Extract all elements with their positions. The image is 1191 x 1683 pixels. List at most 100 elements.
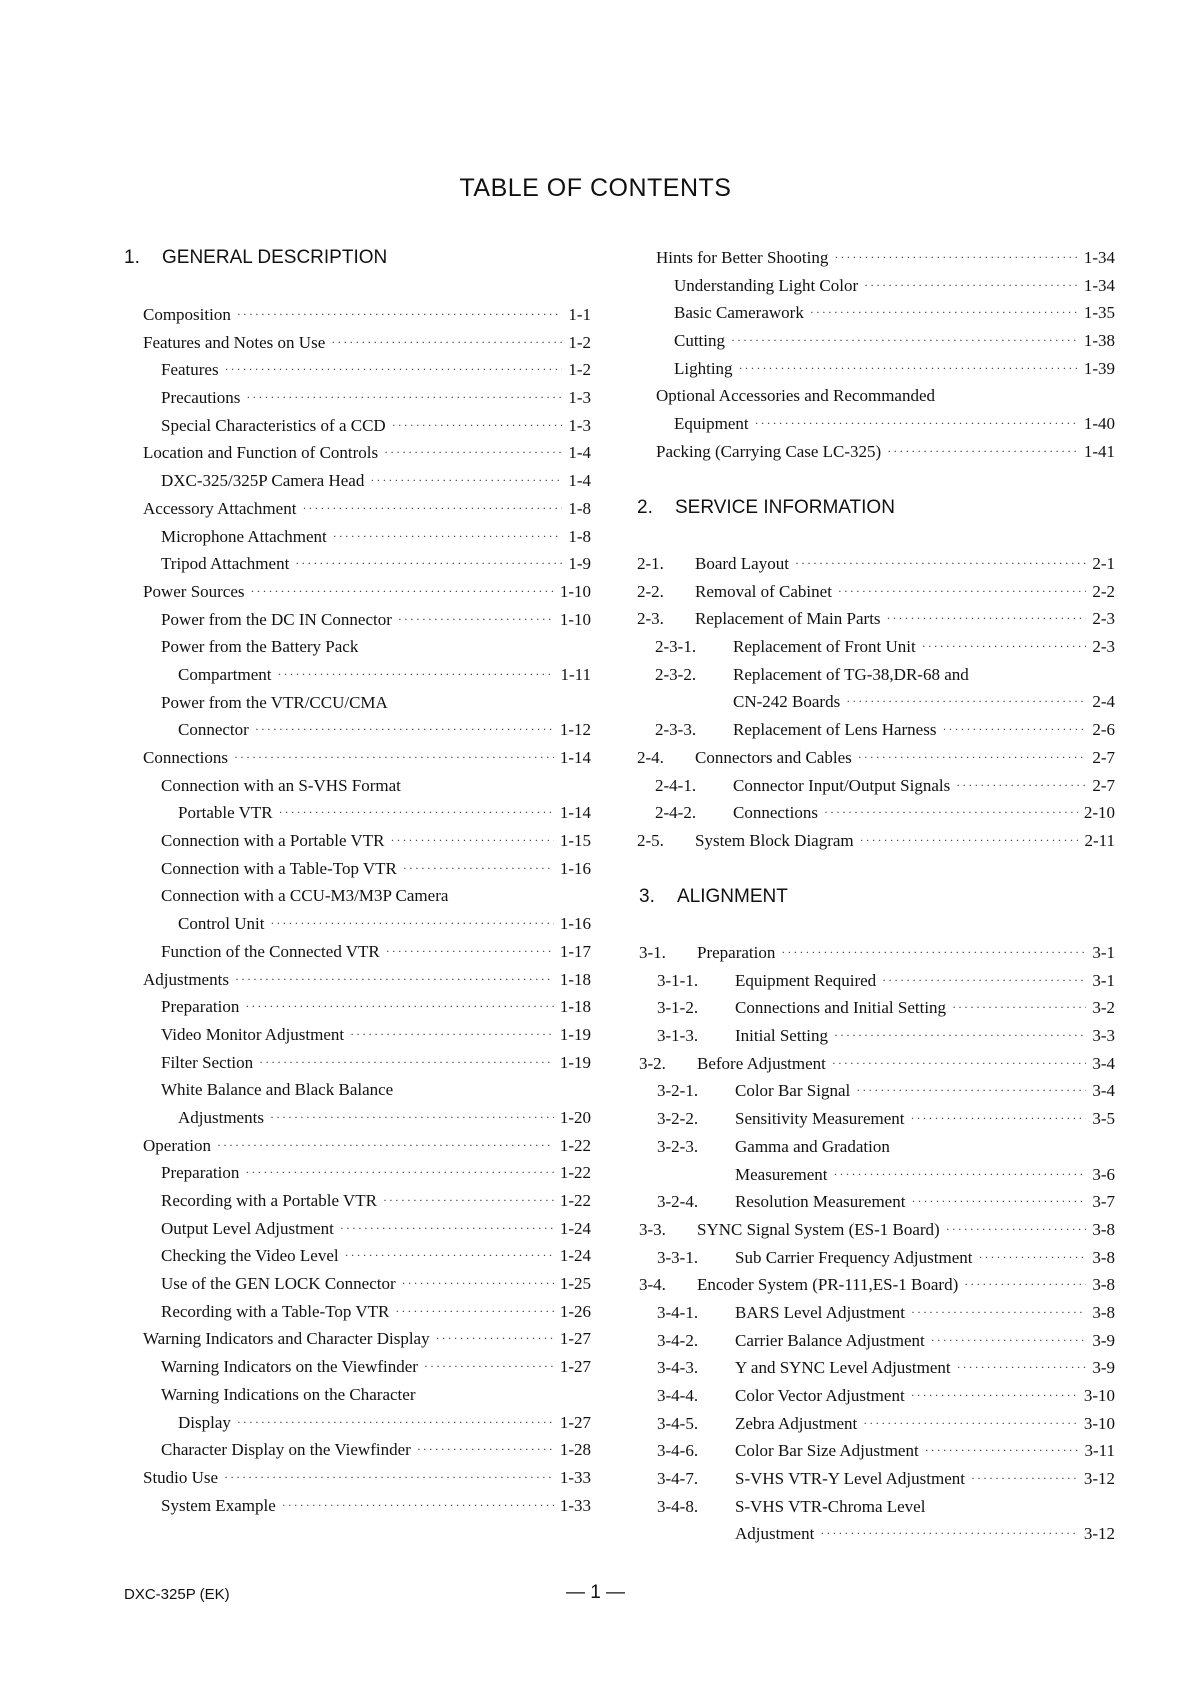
toc-entry[interactable]: Output Level Adjustment 1-24 [143, 1215, 591, 1243]
toc-entry[interactable]: Adjustments 1-18 [143, 966, 591, 994]
toc-entry[interactable]: Understanding Light Color 1-34 [637, 272, 1115, 300]
toc-entry[interactable]: Lighting 1-39 [637, 355, 1115, 383]
toc-entry[interactable]: Operation 1-22 [143, 1132, 591, 1160]
toc-entry[interactable]: 2-3-3. Replacement of Lens Harness 2-6 [637, 716, 1115, 744]
toc-entry[interactable]: 3-1-1. Equipment Required 3-1 [639, 967, 1115, 995]
toc-entry[interactable]: Measurement 3-6 [639, 1161, 1115, 1189]
toc-entry[interactable]: Function of the Connected VTR 1-17 [143, 938, 591, 966]
toc-entry[interactable]: Recording with a Table-Top VTR 1-26 [143, 1298, 591, 1326]
toc-entry[interactable]: Connection with a Table-Top VTR 1-16 [143, 855, 591, 883]
toc-entry[interactable]: 3-4-3. Y and SYNC Level Adjustment 3-9 [639, 1354, 1115, 1382]
toc-entry[interactable]: Filter Section 1-19 [143, 1049, 591, 1077]
toc-entry[interactable]: Precautions 1-3 [143, 384, 591, 412]
toc-entry[interactable]: Composition 1-1 [143, 301, 591, 329]
toc-entry[interactable]: 3-4-2. Carrier Balance Adjustment 3-9 [639, 1327, 1115, 1355]
toc-entry[interactable]: Character Display on the Viewfinder 1-28 [143, 1436, 591, 1464]
toc-entry[interactable]: 3-1-2. Connections and Initial Setting 3-2 [639, 994, 1115, 1022]
toc-entry[interactable]: 3-4. Encoder System (PR-111,ES-1 Board) 3-… [639, 1271, 1115, 1299]
toc-entry[interactable]: 3-1-3. Initial Setting 3-3 [639, 1022, 1115, 1050]
dot-leader [864, 272, 1078, 300]
toc-entry-page: 1-41 [1083, 441, 1115, 461]
toc-entry[interactable]: Accessory Attachment 1-8 [143, 495, 591, 523]
toc-entry[interactable]: Video Monitor Adjustment 1-19 [143, 1021, 591, 1049]
toc-entry[interactable]: 3-4-8. S-VHS VTR-Chroma Level [639, 1493, 1115, 1521]
toc-entry[interactable]: Power from the Battery Pack [143, 633, 591, 661]
toc-entry[interactable]: Special Characteristics of a CCD 1-3 [143, 412, 591, 440]
toc-entry-page: 1-10 [559, 609, 591, 629]
toc-entry[interactable]: Packing (Carrying Case LC-325) 1-41 [637, 438, 1115, 466]
toc-entry[interactable]: 3-2-4. Resolution Measurement 3-7 [639, 1188, 1115, 1216]
toc-entry[interactable]: 3-2-3. Gamma and Gradation [639, 1133, 1115, 1161]
toc-entry[interactable]: System Example 1-33 [143, 1492, 591, 1520]
toc-entry[interactable]: Connection with a CCU-M3/M3P Camera [143, 882, 591, 910]
toc-entry-page: 1-8 [568, 526, 591, 546]
toc-entry[interactable]: Cutting 1-38 [637, 327, 1115, 355]
toc-entry[interactable]: 3-4-7. S-VHS VTR-Y Level Adjustment 3-12 [639, 1465, 1115, 1493]
toc-entry[interactable]: 3-2-1. Color Bar Signal 3-4 [639, 1077, 1115, 1105]
toc-entry[interactable]: 3-3. SYNC Signal System (ES-1 Board) 3-8 [639, 1216, 1115, 1244]
toc-entry[interactable]: Use of the GEN LOCK Connector 1-25 [143, 1270, 591, 1298]
toc-entry[interactable]: 2-3-2. Replacement of TG-38,DR-68 and [637, 661, 1115, 689]
toc-entry[interactable]: Basic Camerawork 1-35 [637, 299, 1115, 327]
toc-entry-title: Tripod Attachment [161, 554, 290, 574]
toc-entry[interactable]: Control Unit 1-16 [143, 910, 591, 938]
toc-entry[interactable]: 3-2. Before Adjustment 3-4 [639, 1050, 1115, 1078]
toc-entry[interactable]: Power Sources 1-10 [143, 578, 591, 606]
toc-entry[interactable]: Display 1-27 [143, 1409, 591, 1437]
toc-entry-page: 1-34 [1083, 248, 1115, 267]
toc-entry[interactable]: Optional Accessories and Recommanded [637, 382, 1115, 410]
toc-entry[interactable]: 3-4-6. Color Bar Size Adjustment 3-11 [639, 1437, 1115, 1465]
toc-entry[interactable]: CN-242 Boards 2-4 [637, 688, 1115, 716]
toc-entry[interactable]: Warning Indicators and Character Display… [143, 1325, 591, 1353]
toc-entry[interactable]: Power from the DC IN Connector 1-10 [143, 606, 591, 634]
toc-entry[interactable]: Portable VTR 1-14 [143, 799, 591, 827]
toc-entry[interactable]: 3-4-1. BARS Level Adjustment 3-8 [639, 1299, 1115, 1327]
toc-entry[interactable]: Recording with a Portable VTR 1-22 [143, 1187, 591, 1215]
toc-entry[interactable]: Warning Indications on the Character [143, 1381, 591, 1409]
toc-entry[interactable]: 2-4-1. Connector Input/Output Signals 2-7 [637, 772, 1115, 800]
toc-entry[interactable]: Preparation 1-22 [143, 1159, 591, 1187]
toc-entry[interactable]: 2-4. Connectors and Cables 2-7 [637, 744, 1115, 772]
toc-entry[interactable]: 3-2-2. Sensitivity Measurement 3-5 [639, 1105, 1115, 1133]
toc-entry[interactable]: 2-4-2. Connections 2-10 [637, 799, 1115, 827]
dot-leader [887, 438, 1078, 466]
toc-entry[interactable]: Features and Notes on Use 1-2 [143, 329, 591, 357]
toc-entry-title: Filter Section [161, 1052, 254, 1072]
toc-entry[interactable]: 2-2. Removal of Cabinet 2-2 [637, 578, 1115, 606]
toc-entry[interactable]: 3-4-4. Color Vector Adjustment 3-10 [639, 1382, 1115, 1410]
toc-entry[interactable]: Studio Use 1-33 [143, 1464, 591, 1492]
toc-entry[interactable]: 2-3. Replacement of Main Parts 2-3 [637, 605, 1115, 633]
toc-entry[interactable]: Warning Indicators on the Viewfinder 1-27 [143, 1353, 591, 1381]
toc-entry[interactable]: Location and Function of Controls 1-4 [143, 439, 591, 467]
toc-entry[interactable]: Microphone Attachment 1-8 [143, 523, 591, 551]
toc-entry-title: System Example [161, 1495, 276, 1515]
toc-entry-page: 1-19 [559, 1024, 591, 1044]
toc-entry[interactable]: Adjustments 1-20 [143, 1104, 591, 1132]
toc-entry[interactable]: 2-5. System Block Diagram 2-11 [637, 827, 1115, 855]
toc-entry-page: 3-8 [1092, 1275, 1115, 1295]
toc-entry-title: Operation [143, 1135, 211, 1155]
toc-entry[interactable]: Connection with an S-VHS Format [143, 772, 591, 800]
toc-entry[interactable]: Connections 1-14 [143, 744, 591, 772]
toc-entry[interactable]: White Balance and Black Balance [143, 1076, 591, 1104]
toc-entry[interactable]: Connection with a Portable VTR 1-15 [143, 827, 591, 855]
toc-entry[interactable]: Checking the Video Level 1-24 [143, 1242, 591, 1270]
toc-entry-title: Understanding Light Color [674, 275, 859, 295]
toc-entry[interactable]: 2-1. Board Layout 2-1 [637, 550, 1115, 578]
toc-entry-title: Measurement [735, 1164, 828, 1184]
toc-entry[interactable]: Connector 1-12 [143, 716, 591, 744]
toc-entry[interactable]: Preparation 1-18 [143, 993, 591, 1021]
toc-entry[interactable]: 3-3-1. Sub Carrier Frequency Adjustment 3-… [639, 1244, 1115, 1272]
toc-entry[interactable]: Adjustment 3-12 [639, 1520, 1115, 1548]
toc-entry[interactable]: Features 1-2 [143, 356, 591, 384]
toc-entry[interactable]: Compartment 1-11 [143, 661, 591, 689]
toc-entry[interactable]: 3-1. Preparation 3-1 [639, 939, 1115, 967]
toc-entry-page: 1-3 [568, 415, 591, 435]
toc-entry[interactable]: Power from the VTR/CCU/CMA [143, 689, 591, 717]
toc-entry[interactable]: 3-4-5. Zebra Adjustment 3-10 [639, 1410, 1115, 1438]
toc-entry[interactable]: Tripod Attachment 1-9 [143, 550, 591, 578]
toc-entry[interactable]: DXC-325/325P Camera Head 1-4 [143, 467, 591, 495]
toc-entry[interactable]: 2-3-1. Replacement of Front Unit 2-3 [637, 633, 1115, 661]
toc-entry[interactable]: Equipment 1-40 [637, 410, 1115, 438]
toc-entry[interactable]: Hints for Better Shooting 1-34 [637, 244, 1115, 272]
